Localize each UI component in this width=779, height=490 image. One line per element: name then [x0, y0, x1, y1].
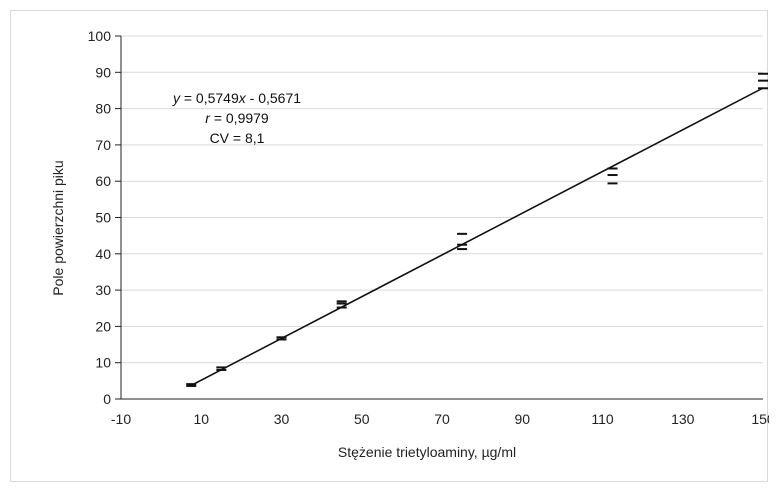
r-annotation: r = 0,9979: [205, 110, 269, 126]
y-tick-label-90: 90: [95, 64, 111, 80]
x-tick-label-30: 30: [274, 411, 290, 427]
chart-svg: 0 10 20 30 40 50 60 70 80 90 100 -10 10 30 50 70 90 110 1…: [50, 28, 769, 460]
y-tick-label-50: 50: [95, 210, 111, 226]
x-tick-label-150: 150: [751, 411, 769, 427]
y-tick-label-80: 80: [95, 101, 111, 117]
y-tick-label-10: 10: [95, 355, 111, 371]
y-tick-label-40: 40: [95, 246, 111, 262]
x-tick-label-130: 130: [671, 411, 695, 427]
x-axis-title: Stężenie trietyloaminy, µg/ml: [338, 444, 516, 460]
x-tick-label--10: -10: [111, 411, 131, 427]
y-tick-label-60: 60: [95, 173, 111, 189]
x-tick-label-10: 10: [193, 411, 209, 427]
x-tick-label-50: 50: [354, 411, 370, 427]
cv-annotation: CV = 8,1: [210, 130, 265, 146]
x-tick-label-110: 110: [591, 411, 614, 427]
regression-line-group: [190, 87, 764, 387]
x-tick-labels: -10 10 30 50 70 90 110 130 150: [111, 411, 769, 427]
x-tick-label-90: 90: [514, 411, 530, 427]
y-tick-label-0: 0: [103, 391, 111, 407]
y-tick-labels: 0 10 20 30 40 50 60 70 80 90 100: [88, 28, 112, 407]
axes: [115, 35, 763, 400]
regression-line: [190, 87, 764, 387]
chart-frame: 0 10 20 30 40 50 60 70 80 90 100 -10 10 30 50 70 90 110 1…: [10, 10, 769, 482]
y-tick-label-100: 100: [88, 28, 112, 44]
gridlines: [121, 35, 763, 364]
data-points: [186, 72, 768, 387]
y-tick-label-70: 70: [95, 137, 111, 153]
equation-annotation: y = 0,5749x - 0,5671: [172, 90, 301, 106]
y-axis-title: Pole powierzchni piku: [50, 160, 66, 295]
y-tick-label-30: 30: [95, 282, 111, 298]
y-tick-label-20: 20: [95, 318, 111, 334]
x-tick-label-70: 70: [434, 411, 450, 427]
